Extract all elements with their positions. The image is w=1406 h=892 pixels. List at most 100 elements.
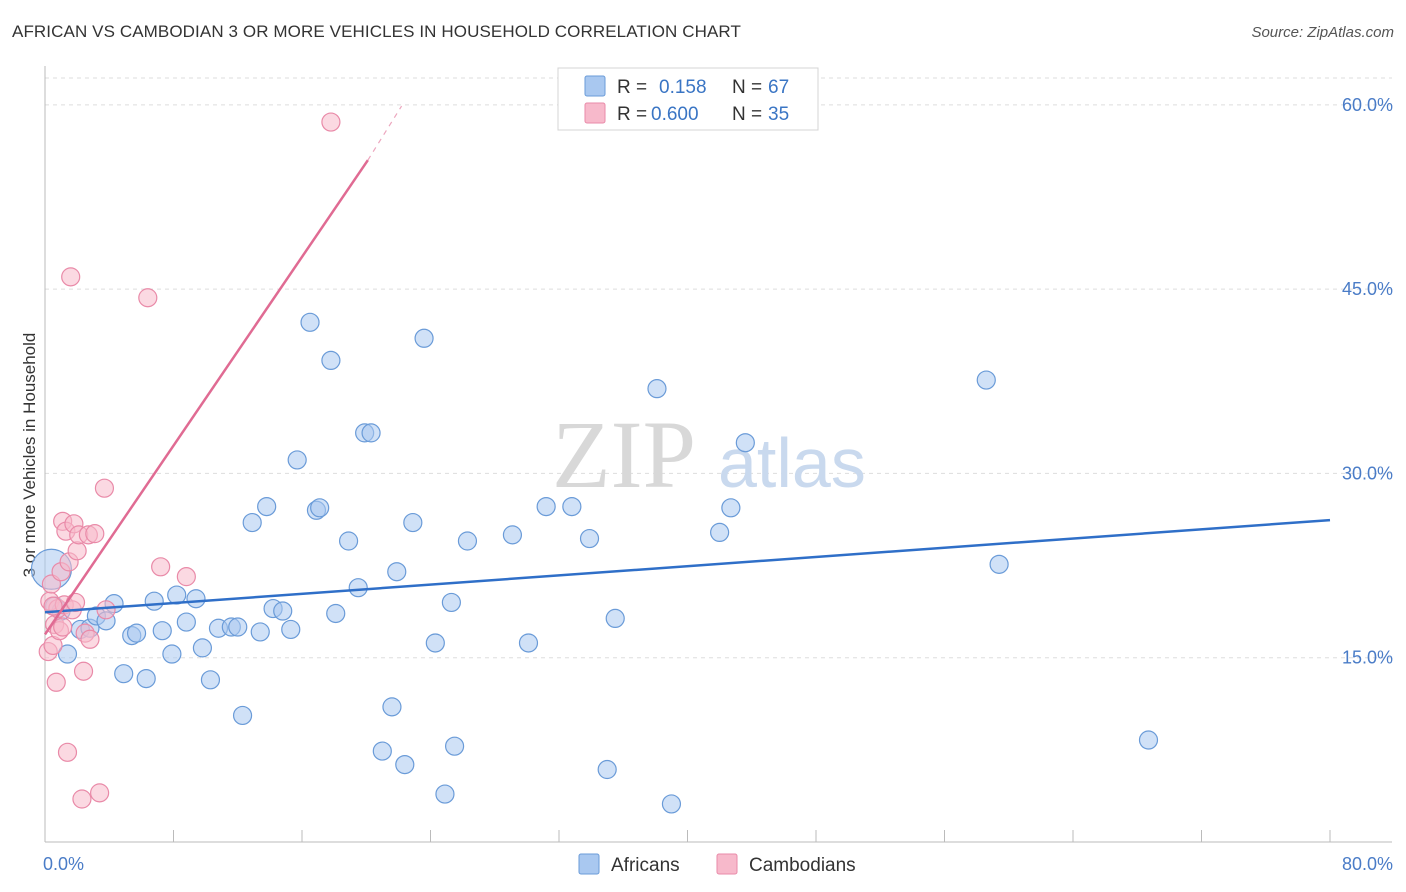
africans-point [242,512,262,533]
watermark: ZIP atlas [552,401,866,508]
bottom-legend-cambodians: Cambodians [749,855,856,876]
cambodians-point [138,288,158,308]
africans-point [228,617,248,637]
cambodians-point [151,557,171,577]
africans-point [162,644,182,664]
africans-point [976,370,996,390]
africans-point [361,423,381,443]
africans-point [403,512,423,533]
africans-point [372,741,392,761]
legend-africans-n-label: N = [732,77,762,98]
africans-point [200,670,221,690]
africans-point [126,623,147,643]
africans-point [144,591,164,611]
africans-point [710,522,730,543]
trend-lines [43,105,1331,636]
africans-point [661,794,682,814]
africans-points [30,312,1159,814]
legend-africans-n-value: 67 [768,77,789,98]
legend-cambodians-n-value: 35 [768,104,789,125]
bottom-legend-swatch-cambodians [716,853,738,875]
watermark-zip: ZIP [552,401,696,508]
africans-trend-line [44,518,1331,614]
africans-point [348,578,368,598]
africans-point [414,328,434,348]
cambodians-point [80,629,100,649]
bottom-legend-swatch-africans [578,853,600,875]
y-tick-labels: 15.0% 30.0% 45.0% 60.0% [1342,95,1393,668]
y-tick-label: 15.0% [1342,648,1393,668]
cambodians-point [67,541,87,561]
africans-point [457,531,478,551]
x-tick-labels: 0.0% 80.0% [43,854,1393,874]
cambodians-point [72,789,92,809]
cambodians-trend-line [43,159,369,636]
africans-point [152,621,172,641]
africans-point [441,592,461,613]
africans-point [605,608,625,629]
cambodians-trend-extension [367,105,403,161]
africans-point [326,603,346,624]
legend-box: R = 0.158 N = 67 R = 0.600 N = 35 [557,67,819,131]
cambodians-points [38,112,341,809]
africans-point [338,531,359,551]
africans-point [502,525,523,545]
africans-point [387,562,407,582]
legend-africans-r-value: 0.158 [659,77,707,98]
legend-cambodians-r-value: 0.600 [651,104,699,125]
africans-point [425,633,445,653]
africans-point [382,697,402,717]
x-tick-label: 80.0% [1342,854,1393,874]
y-tick-label: 60.0% [1342,95,1393,115]
africans-point [518,633,539,653]
africans-point [176,612,196,632]
cambodians-point [46,672,66,692]
y-axis-title: 3 or more Vehicles in Household [20,333,39,578]
x-tick-label: 0.0% [43,854,84,874]
africans-point [562,497,582,517]
africans-point [250,622,270,642]
source-label: Source: ZipAtlas.com [1251,24,1394,41]
cambodians-point [90,783,110,803]
africans-point [579,528,600,549]
africans-point [57,644,78,664]
cambodians-point [85,524,105,544]
bottom-legend: Africans Cambodians [578,853,856,876]
legend-cambodians-r-label: R = [617,104,647,125]
africans-point [273,601,293,621]
africans-point [300,312,320,332]
africans-point [721,498,741,518]
africans-point [321,350,341,370]
grid-lines [45,77,1392,659]
africans-point [395,754,415,775]
africans-point [310,498,330,518]
africans-point [287,450,307,470]
legend-swatch-cambodians [584,102,606,124]
africans-point [192,638,213,658]
axes [44,66,1392,843]
cambodians-point [176,567,196,587]
cambodians-point [96,600,116,620]
africans-point [444,736,465,756]
africans-point [989,554,1009,574]
cambodians-point [321,112,341,132]
africans-point [735,433,755,453]
africans-point [114,664,134,684]
africans-point [1138,730,1159,750]
bottom-legend-africans: Africans [611,855,680,876]
cambodians-point [53,617,73,637]
africans-point [281,619,301,640]
y-tick-label: 45.0% [1342,279,1393,299]
cambodians-point [57,742,78,762]
legend-africans-r-label: R = [617,77,647,98]
cambodians-point [94,478,115,498]
y-tick-label: 30.0% [1342,463,1393,483]
africans-point [257,497,277,517]
africans-point [232,705,253,726]
africans-point [186,589,206,609]
cambodians-point [73,661,94,681]
africans-point [136,668,156,689]
chart-title: AFRICAN VS CAMBODIAN 3 OR MORE VEHICLES … [12,22,741,41]
africans-point [647,379,667,399]
